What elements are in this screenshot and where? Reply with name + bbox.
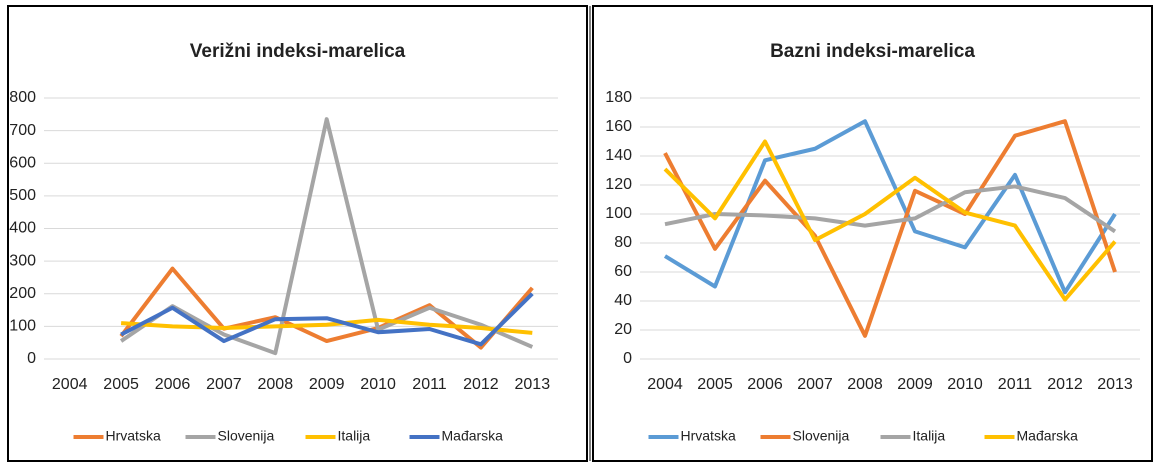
chart-border [7, 5, 588, 462]
y-tick-label: 40 [614, 292, 632, 309]
y-tick-label: 400 [9, 220, 36, 237]
legend-label: Mađarska [442, 428, 504, 444]
series-line [663, 119, 1117, 338]
x-tick-label: 2011 [412, 376, 447, 393]
y-tick-label: 0 [623, 350, 632, 367]
y-tick-label: 60 [614, 263, 632, 280]
series-line [120, 292, 534, 347]
x-tick-label: 2010 [947, 376, 983, 393]
y-tick-label: 0 [27, 350, 36, 367]
y-tick-label: 500 [9, 187, 36, 204]
y-tick-label: 300 [9, 252, 36, 269]
x-tick-label: 2006 [155, 376, 191, 393]
x-tick-label: 2009 [897, 376, 933, 393]
chart-border [592, 5, 1153, 462]
legend-label: Italija [913, 428, 946, 444]
x-tick-label: 2006 [747, 376, 783, 393]
legend-label: Hrvatska [681, 428, 736, 444]
x-tick-label: 2012 [463, 376, 499, 393]
x-tick-label: 2007 [797, 376, 833, 393]
y-tick-label: 140 [605, 147, 632, 164]
series-line [120, 317, 533, 335]
chart-title: Verižni indeksi-marelica [190, 41, 406, 62]
x-tick-label: 2007 [206, 376, 242, 393]
y-tick-label: 180 [605, 89, 632, 106]
series-line [664, 184, 1117, 234]
legend-label: Hrvatska [106, 428, 161, 444]
y-tick-label: 120 [605, 176, 632, 193]
y-tick-label: 80 [614, 234, 632, 251]
x-tick-label: 2005 [103, 376, 139, 393]
x-tick-label: 2013 [1097, 376, 1133, 393]
x-tick-label: 2010 [360, 376, 396, 393]
y-tick-label: 700 [9, 122, 36, 139]
x-tick-label: 2009 [309, 376, 345, 393]
x-tick-label: 2004 [647, 376, 683, 393]
legend-label: Slovenija [793, 428, 850, 444]
series-line [119, 117, 534, 356]
y-tick-label: 100 [9, 318, 36, 335]
y-tick-label: 600 [9, 154, 36, 171]
y-tick-label: 800 [9, 89, 36, 106]
series-line [663, 119, 1117, 295]
y-tick-label: 20 [614, 321, 632, 338]
series-line [119, 266, 534, 350]
x-tick-label: 2004 [52, 376, 88, 393]
y-tick-label: 200 [9, 285, 36, 302]
legend-label: Slovenija [218, 428, 275, 444]
legend-label: Italija [338, 428, 371, 444]
x-tick-label: 2008 [847, 376, 883, 393]
x-tick-label: 2005 [697, 376, 733, 393]
y-tick-label: 100 [605, 205, 632, 222]
legend-label: Mađarska [1017, 428, 1079, 444]
x-tick-label: 2013 [515, 376, 551, 393]
x-tick-label: 2008 [258, 376, 294, 393]
x-tick-label: 2012 [1047, 376, 1083, 393]
series-line [663, 139, 1117, 302]
x-tick-label: 2011 [998, 376, 1033, 393]
y-tick-label: 160 [605, 118, 632, 135]
chart-title: Bazni indeksi-marelica [770, 41, 975, 62]
